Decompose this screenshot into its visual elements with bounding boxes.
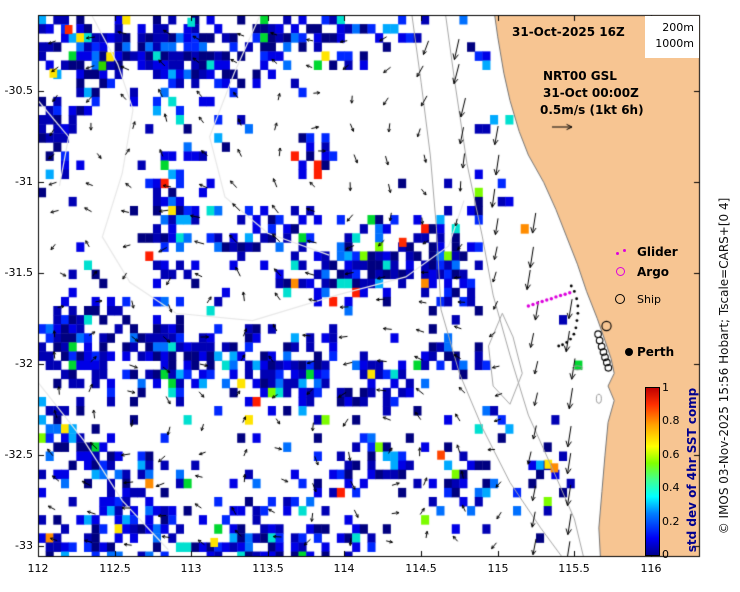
x-tick-label: 113	[180, 562, 202, 575]
forecast-scale-label: 0.5m/s (1kt 6h)	[540, 103, 644, 117]
legend-glider-label: Glider	[637, 245, 678, 259]
perth-marker	[625, 348, 633, 356]
perth-label: Perth	[637, 345, 675, 359]
x-tick-label: 112.5	[99, 562, 131, 575]
colorbar-tick-label: 0	[662, 548, 669, 561]
glider-dot-icon	[616, 252, 619, 255]
forecast-time-label: 31-Oct 00:00Z	[543, 86, 639, 100]
y-tick-label: -31.5	[4, 266, 33, 279]
colorbar	[645, 387, 660, 556]
copyright-watermark: © IMOS 03-Nov-2025 15:56 Hobart; Tscale=…	[717, 197, 731, 535]
x-tick-label: 114	[333, 562, 355, 575]
legend-ship-label: Ship	[637, 293, 661, 306]
x-tick-label: 113.5	[252, 562, 284, 575]
colorbar-tick-label: 0.8	[662, 414, 680, 427]
argo-float-icon	[616, 267, 625, 276]
colorbar-tick-label: 0.2	[662, 515, 680, 528]
y-tick-label: -33	[15, 539, 33, 552]
forecast-model-label: NRT00 GSL	[543, 69, 617, 83]
colorbar-axis-label: std dev of 4hr SST comp	[685, 387, 699, 553]
y-tick-label: -31	[15, 175, 33, 188]
contour-label-1000m: 1000m	[655, 37, 694, 50]
colorbar-tick-label: 1	[662, 381, 669, 394]
ship-icon	[615, 294, 625, 304]
colorbar-tick-label: 0.6	[662, 448, 680, 461]
legend-argo-label: Argo	[637, 265, 670, 279]
x-tick-label: 115.5	[558, 562, 590, 575]
x-tick-label: 114.5	[405, 562, 437, 575]
colorbar-tick-label: 0.4	[662, 481, 680, 494]
x-tick-label: 112	[27, 562, 49, 575]
datetime-label: 31-Oct-2025 16Z	[512, 25, 625, 39]
contour-label-200m: 200m	[662, 21, 694, 34]
x-tick-label: 115	[487, 562, 509, 575]
x-tick-label: 116	[640, 562, 662, 575]
y-tick-label: -32.5	[4, 448, 33, 461]
y-tick-label: -32	[15, 357, 33, 370]
contour-key-box	[645, 16, 699, 58]
glider-dot-icon	[623, 249, 626, 252]
y-tick-label: -30.5	[4, 84, 33, 97]
